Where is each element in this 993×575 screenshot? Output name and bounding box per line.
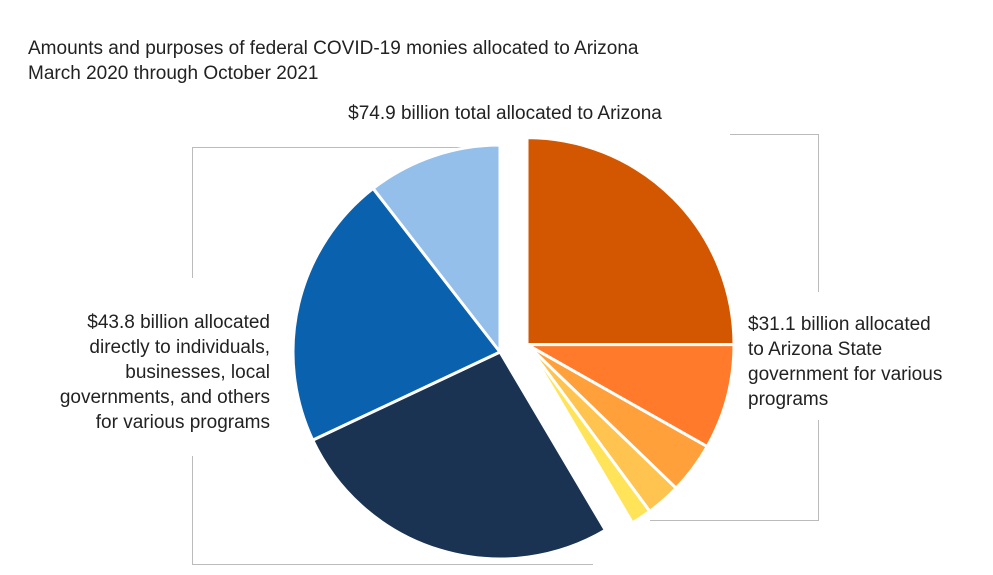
group-label-line: $43.8 billion allocated: [87, 312, 270, 333]
group-label-line: for various programs: [95, 412, 270, 433]
group-label-line: $31.1 billion allocated: [748, 314, 931, 335]
group-label-line: businesses, local: [125, 362, 270, 383]
group-label-individuals: $43.8 billion allocated directly to indi…: [20, 310, 270, 435]
group-label-line: to Arizona State: [748, 339, 883, 360]
pie-slice-0-1: [525, 343, 736, 449]
left-bracket-bottom: [192, 456, 593, 565]
chart-title: Amounts and purposes of federal COVID-19…: [28, 36, 638, 86]
group-label-line: programs: [748, 389, 829, 410]
pie-slice-0-4: [525, 343, 652, 525]
group-label-line: directly to individuals,: [89, 337, 270, 358]
chart-title-line-2: March 2020 through October 2021: [28, 63, 319, 84]
group-label-line: government for various: [748, 364, 943, 385]
left-bracket-top: [192, 147, 495, 278]
group-label-line: governments, and others: [59, 387, 270, 408]
pie-slice-1-2: [371, 143, 502, 354]
right-bracket-top: [730, 134, 819, 292]
pie-slice-1-0: [311, 350, 607, 561]
total-label: $74.9 billion total allocated to Arizona: [348, 103, 662, 124]
chart-title-line-1: Amounts and purposes of federal COVID-19…: [28, 38, 639, 59]
pie-slice-1-1: [291, 186, 502, 442]
group-label-state: $31.1 billion allocated to Arizona State…: [748, 312, 988, 412]
pie-slice-0-0: [525, 136, 736, 347]
right-bracket-bottom: [650, 420, 819, 521]
